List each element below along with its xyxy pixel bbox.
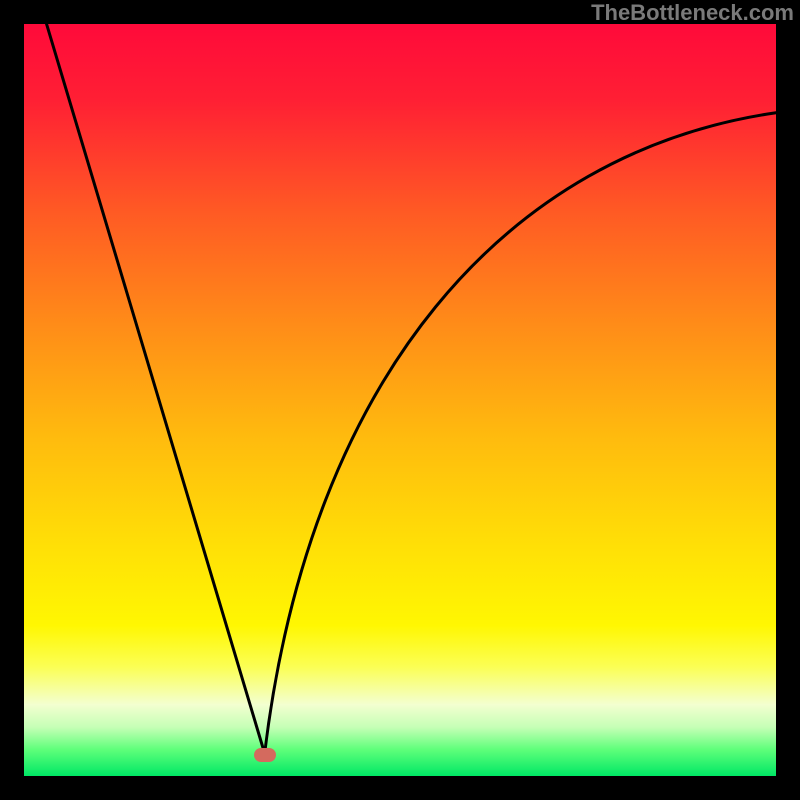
- chart-root: TheBottleneck.com: [0, 0, 800, 800]
- minimum-marker: [254, 748, 276, 762]
- frame-bottom: [0, 776, 800, 800]
- background-gradient: [24, 24, 776, 776]
- frame-left: [0, 0, 24, 800]
- watermark-text: TheBottleneck.com: [591, 0, 794, 26]
- frame-right: [776, 0, 800, 800]
